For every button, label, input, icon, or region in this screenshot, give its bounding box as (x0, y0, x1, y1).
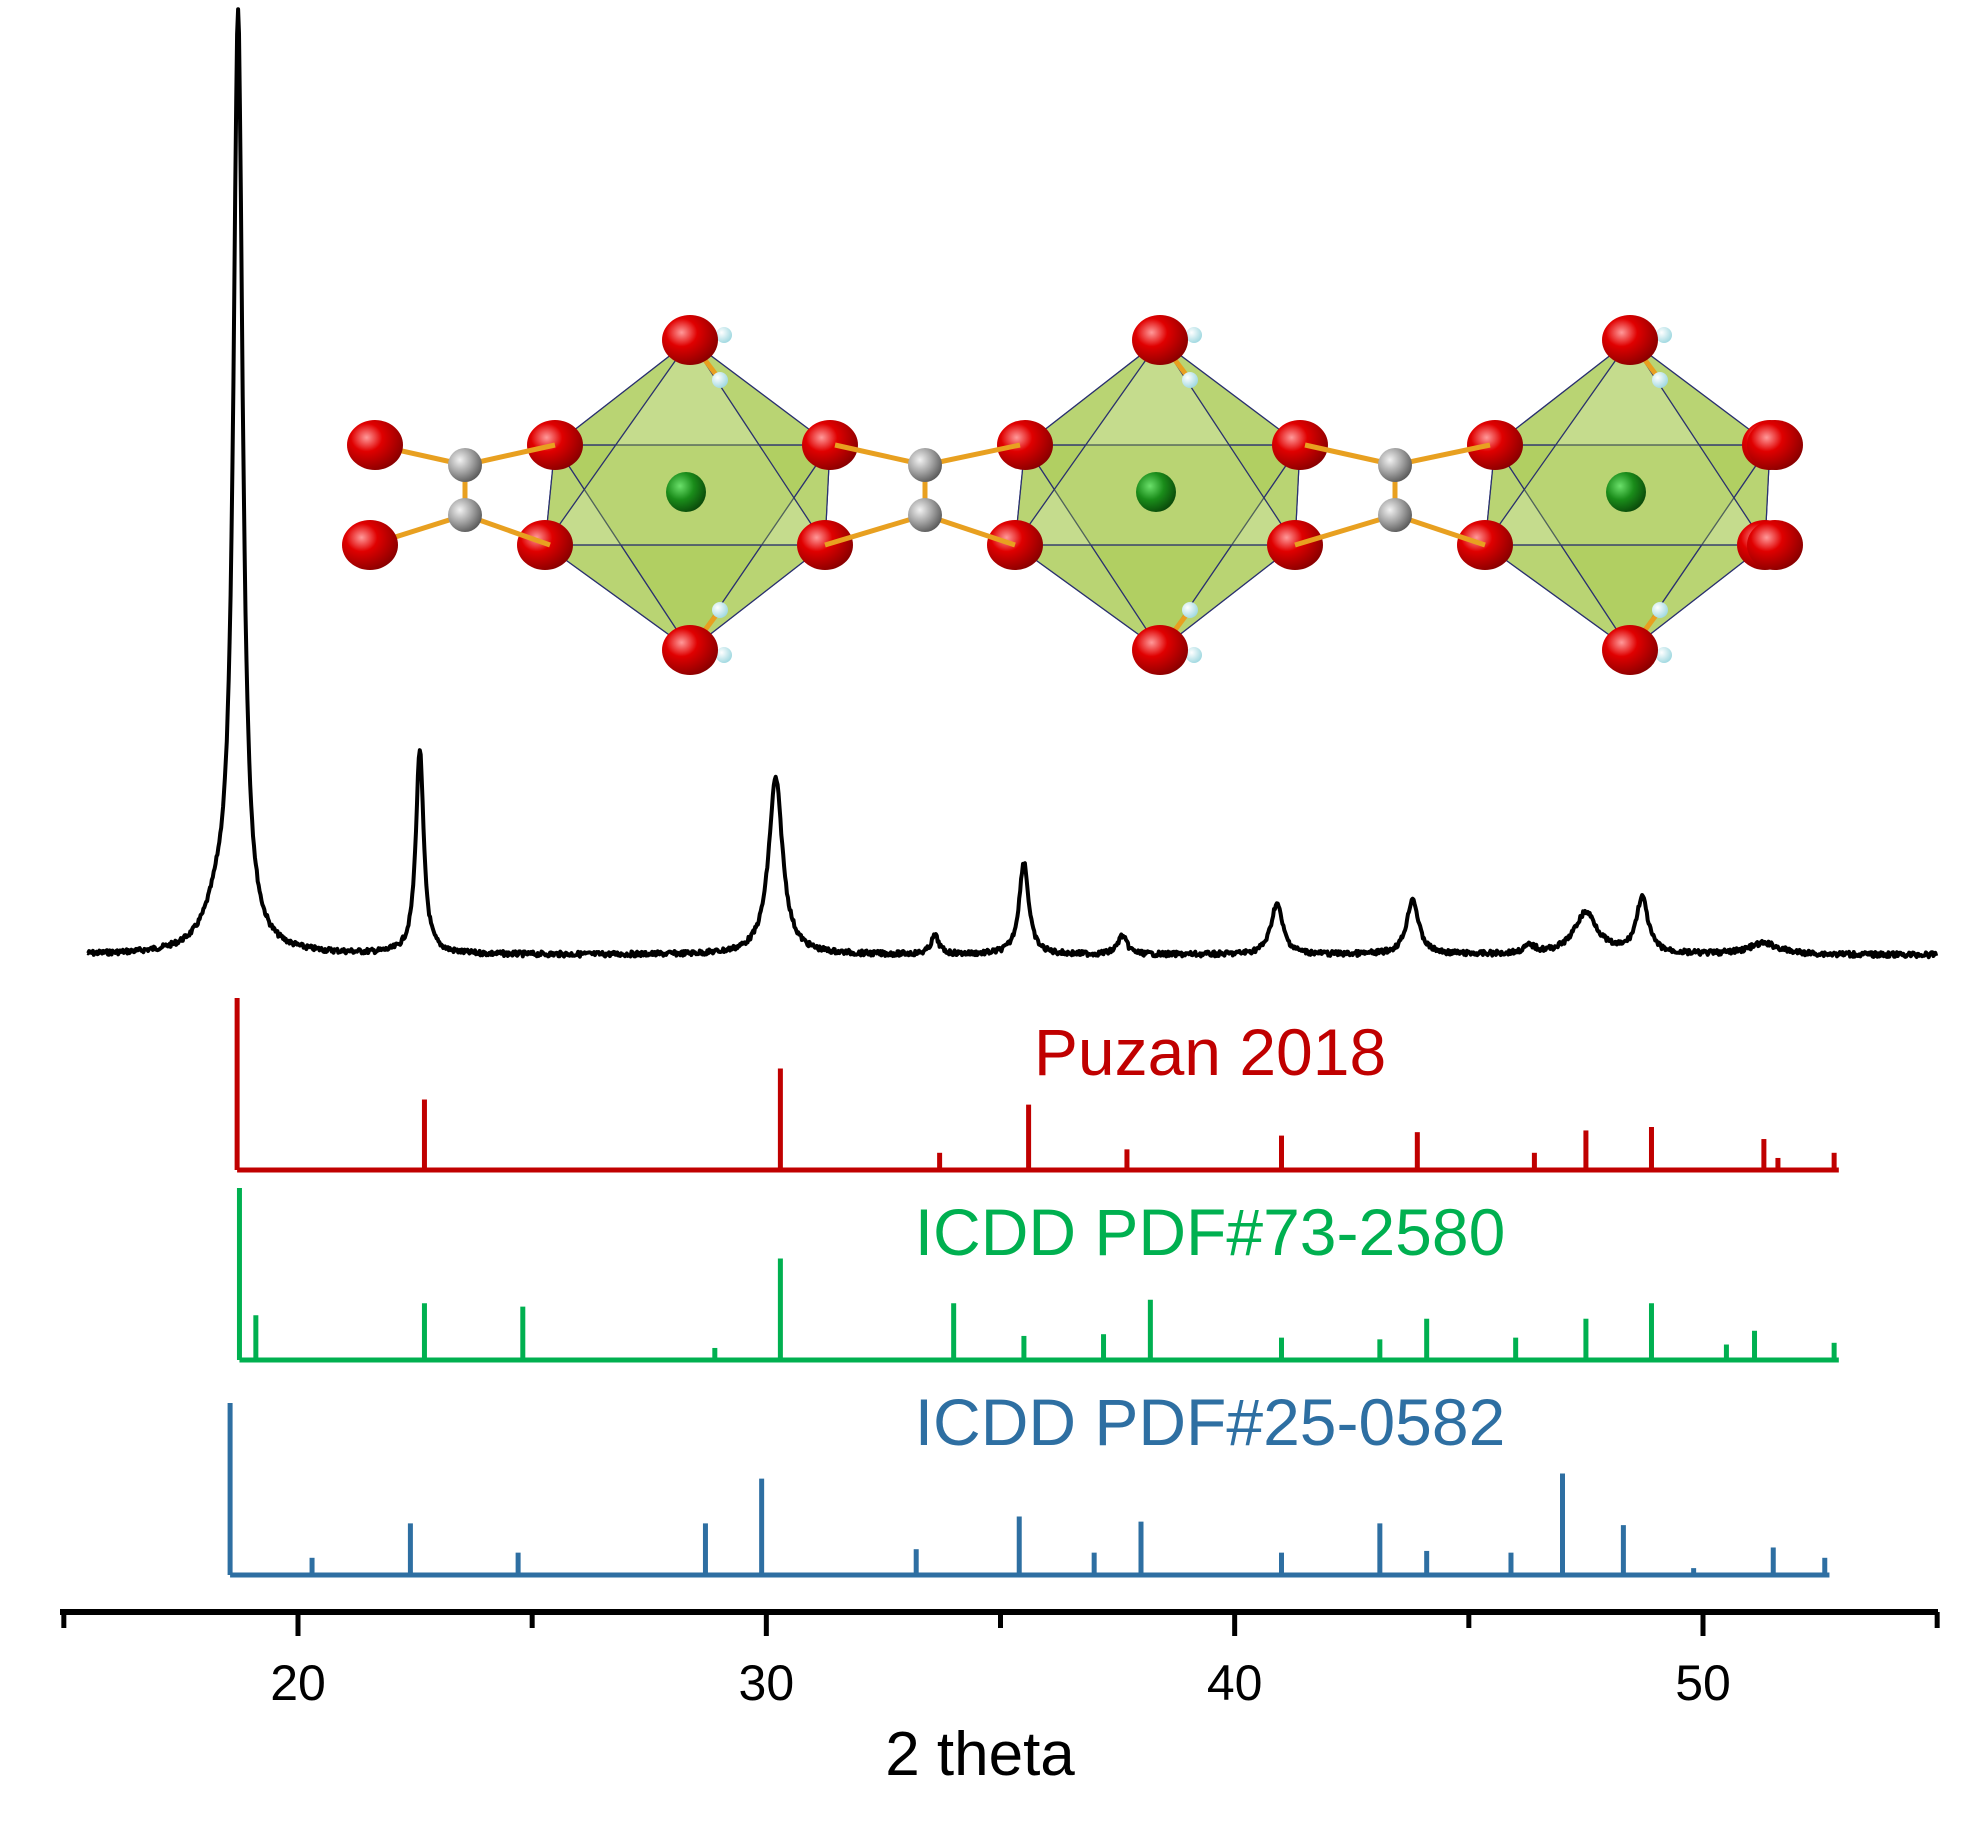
x-tick-label: 40 (1207, 1655, 1263, 1711)
oxygen-atom (1467, 420, 1523, 470)
octahedron-face (543, 338, 827, 546)
oxygen-atom (1602, 315, 1658, 365)
hydrogen-atom (1656, 647, 1672, 663)
octahedron-face (1483, 338, 1767, 546)
x-tick-label: 50 (1675, 1655, 1731, 1711)
bond (1294, 512, 1396, 548)
metal-atom (666, 472, 706, 512)
bond (824, 512, 926, 548)
octahedron-face (553, 339, 832, 446)
x-tick-label: 20 (270, 1655, 326, 1711)
oxygen-atom (662, 315, 718, 365)
oxygen-atom (1747, 420, 1803, 470)
octahedron-face (1014, 443, 1161, 651)
octahedron-face (1629, 442, 1771, 651)
x-tick-label: 30 (739, 1655, 795, 1711)
metal-atom (1136, 472, 1176, 512)
carbon-atom (1378, 448, 1412, 482)
hydrogen-atom (1182, 372, 1198, 388)
reference-pattern-pdf73 (236, 1188, 1839, 1363)
octahedron-face (689, 442, 831, 651)
metal-atom (1606, 472, 1646, 512)
octahedron-face (1484, 443, 1631, 651)
oxygen-atom (1132, 315, 1188, 365)
series-label-puzan: Puzan 2018 (1034, 1015, 1386, 1089)
x-axis: 20 30 40 50 (60, 1609, 1940, 1711)
carbon-atom (448, 448, 482, 482)
hydrogen-atom (1652, 602, 1668, 618)
reference-pattern-pdf25 (227, 1403, 1830, 1578)
oxygen-atom (1747, 520, 1803, 570)
octahedron-face (1023, 339, 1302, 446)
series-label-pdf73: ICDD PDF#73-2580 (915, 1195, 1506, 1269)
octahedron-face (1159, 442, 1301, 651)
oxygen-atom (802, 420, 858, 470)
carbon-atom (1378, 498, 1412, 532)
measured-pattern-line (86, 7, 1939, 960)
carbon-atom (908, 448, 942, 482)
hydrogen-atom (1652, 372, 1668, 388)
oxygen-atom (1602, 625, 1658, 675)
reference-pattern-puzan (234, 998, 1839, 1173)
octahedron-face (544, 443, 691, 651)
oxygen-atom (662, 625, 718, 675)
series-label-pdf25: ICDD PDF#25-0582 (915, 1385, 1506, 1459)
octahedron-face (1013, 338, 1297, 546)
hydrogen-atom (1186, 327, 1202, 343)
oxygen-atom (347, 420, 403, 470)
hydrogen-atom (1182, 602, 1198, 618)
hydrogen-atom (1186, 647, 1202, 663)
x-axis-title: 2 theta (885, 1720, 1075, 1789)
oxygen-atom (1272, 420, 1328, 470)
hydrogen-atom (712, 372, 728, 388)
octahedron-face (1493, 339, 1772, 446)
oxygen-atom (1132, 625, 1188, 675)
hydrogen-atom (716, 647, 732, 663)
hydrogen-atom (712, 602, 728, 618)
hydrogen-atom (1656, 327, 1672, 343)
crystal-structure-illustration (342, 315, 1803, 675)
carbon-atom (448, 498, 482, 532)
oxygen-atom (997, 420, 1053, 470)
oxygen-atom (342, 520, 398, 570)
carbon-atom (908, 498, 942, 532)
hydrogen-atom (716, 327, 732, 343)
